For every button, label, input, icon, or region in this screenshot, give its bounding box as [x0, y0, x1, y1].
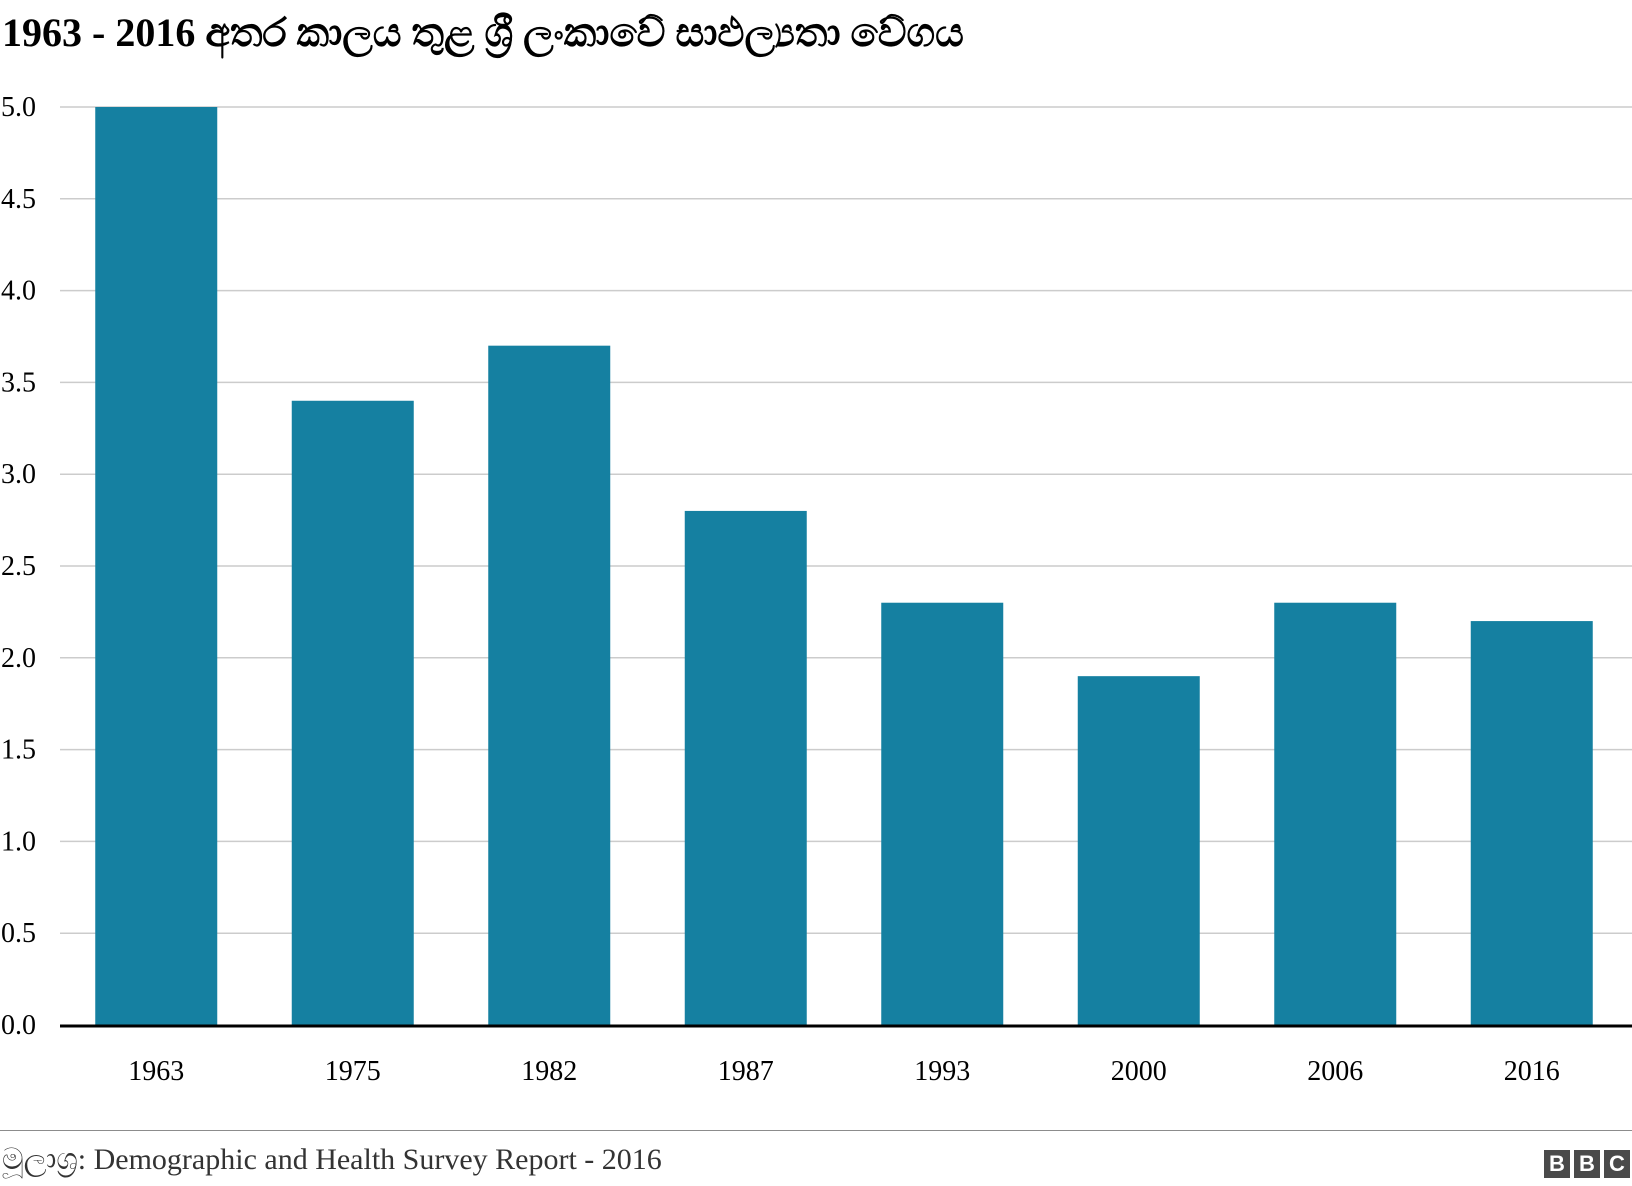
bar-1963 [95, 107, 218, 1025]
source-note: මූලාශ්‍ර: Demographic and Health Survey … [2, 1143, 662, 1176]
x-tick-label: 2006 [1307, 1056, 1363, 1087]
x-tick-label: 1963 [128, 1056, 184, 1087]
bbc-logo: B B C [1544, 1150, 1630, 1178]
logo-letter: B [1544, 1150, 1570, 1178]
y-tick-label: 4.5 [1, 184, 36, 215]
x-axis-tick-labels: 1963 1975 1982 1987 1993 2000 2006 2016 [128, 1056, 1560, 1087]
bar-2016 [1470, 621, 1593, 1025]
x-tick-label: 1993 [914, 1056, 970, 1087]
y-tick-label: 2.0 [1, 643, 36, 674]
x-tick-label: 1982 [521, 1056, 577, 1087]
x-tick-label: 1975 [325, 1056, 381, 1087]
y-axis-tick-labels: 0.0 0.5 1.0 1.5 2.0 2.5 3.0 3.5 4.0 4.5 5.0 [1, 92, 36, 1041]
x-tick-label: 1987 [718, 1056, 774, 1087]
y-tick-label: 4.0 [1, 276, 36, 307]
y-tick-label: 1.5 [1, 735, 36, 766]
footer-divider [0, 1130, 1632, 1131]
bar-1975 [291, 400, 414, 1025]
y-tick-label: 3.5 [1, 367, 36, 398]
x-tick-label: 2016 [1504, 1056, 1560, 1087]
y-tick-label: 1.0 [1, 826, 36, 857]
logo-letter: B [1574, 1150, 1600, 1178]
bar-2006 [1274, 602, 1397, 1025]
y-tick-label: 2.5 [1, 551, 36, 582]
bars [95, 107, 1593, 1025]
bar-1987 [684, 510, 807, 1025]
chart-title: 1963 - 2016 අතර කාලය තුළ ශ්‍රී ලංකාවේ සා… [2, 10, 964, 55]
bar-1993 [881, 602, 1004, 1025]
y-tick-label: 3.0 [1, 459, 36, 490]
logo-letter: C [1604, 1150, 1630, 1178]
y-tick-label: 5.0 [1, 92, 36, 123]
bar-2000 [1077, 676, 1200, 1025]
y-tick-label: 0.5 [1, 918, 36, 949]
x-tick-label: 2000 [1111, 1056, 1167, 1087]
y-tick-label: 0.0 [1, 1010, 36, 1041]
bar-1982 [488, 345, 611, 1025]
